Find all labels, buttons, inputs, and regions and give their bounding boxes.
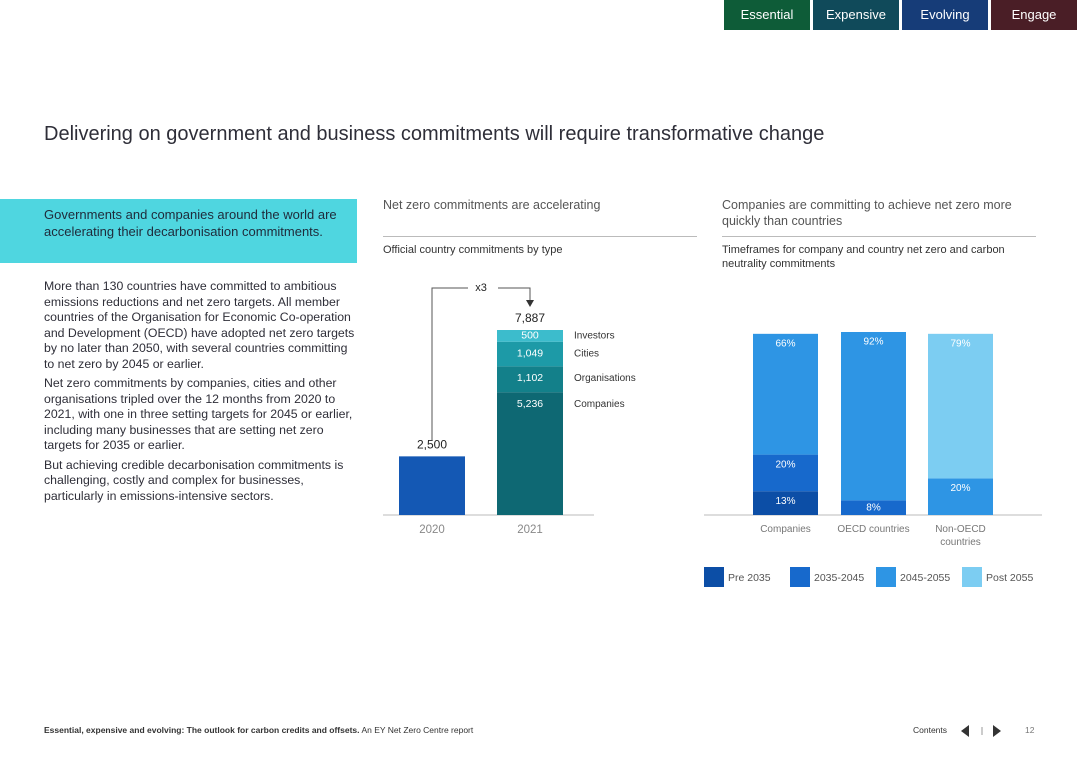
chart-subtitle: Official country commitments by type — [383, 244, 563, 256]
chart-title: Companies are committing to achieve net … — [722, 198, 1012, 228]
paragraph: But achieving credible decarbonisation c… — [44, 457, 344, 503]
legend-swatch — [704, 567, 724, 587]
nav-tab[interactable]: Engage — [991, 0, 1077, 30]
bar-segment — [928, 478, 993, 515]
value-label: 1,102 — [517, 372, 543, 384]
legend-swatch — [962, 567, 982, 587]
value-label: 79% — [950, 338, 970, 349]
callout: Governments and companies around the wor… — [0, 199, 357, 263]
chart-subtitle: Timeframes for company and country net z… — [722, 244, 1005, 270]
x-tick-label: 2020 — [419, 524, 445, 536]
footer-source: An EY Net Zero Centre report — [361, 725, 474, 735]
bar-segment — [497, 330, 563, 342]
legend-label: Post 2055 — [986, 572, 1033, 584]
nav-tab[interactable]: Essential — [724, 0, 810, 30]
growth-bracket — [431, 287, 531, 440]
legend-label: Pre 2035 — [728, 572, 771, 584]
callout-text: Governments and companies around the wor… — [44, 207, 337, 239]
total-label: 2,500 — [417, 438, 447, 452]
bar-segment — [841, 332, 906, 501]
series-label: Companies — [574, 399, 625, 410]
series-label: Investors — [574, 331, 615, 342]
value-label: 1,049 — [517, 348, 543, 360]
bar-segment — [841, 500, 906, 515]
value-label: 8% — [866, 502, 881, 513]
bar-segment — [928, 333, 993, 479]
value-label: 92% — [863, 337, 883, 348]
value-label: 5,236 — [517, 398, 543, 410]
page-title: Delivering on government and business co… — [44, 123, 825, 145]
arrow-head — [526, 300, 534, 307]
annotation: x3 — [475, 282, 487, 294]
x-tick-label: Non-OECD countries — [935, 524, 986, 548]
x-tick-label: Companies — [760, 524, 811, 535]
legend-swatch — [876, 567, 896, 587]
value-label: 13% — [775, 496, 795, 507]
rule — [383, 236, 697, 237]
next-button[interactable] — [993, 725, 1001, 737]
rule — [722, 236, 1036, 237]
footer: Essential, expensive and evolving: The o… — [44, 725, 473, 735]
body-text: More than 130 countries have committed t… — [44, 279, 359, 508]
page-number: 12 — [1025, 725, 1035, 735]
value-label: 20% — [775, 459, 795, 470]
paragraph: Net zero commitments by companies, citie… — [44, 376, 353, 452]
prev-button[interactable] — [961, 725, 969, 737]
nav-tab[interactable]: Evolving — [902, 0, 988, 30]
series-label: Cities — [574, 348, 599, 359]
paragraph: More than 130 countries have committed t… — [44, 279, 355, 371]
nav-tab[interactable]: Expensive — [813, 0, 899, 30]
legend-label: 2035-2045 — [814, 572, 864, 584]
value-label: 20% — [950, 483, 970, 494]
bar-segment — [753, 491, 818, 515]
bar — [399, 456, 465, 515]
legend-label: 2045-2055 — [900, 572, 950, 584]
x-tick-label: 2021 — [517, 524, 543, 536]
value-label: 500 — [521, 330, 539, 342]
bar-segment — [497, 341, 563, 367]
value-label: 66% — [775, 338, 795, 349]
total-label: 7,887 — [515, 311, 545, 325]
footer-report: Essential, expensive and evolving: The o… — [44, 725, 360, 735]
legend-swatch — [790, 567, 810, 587]
bar-segment — [497, 392, 563, 515]
bar-segment — [753, 333, 818, 455]
series-label: Organisations — [574, 373, 636, 384]
bar-segment — [497, 366, 563, 393]
contents-link[interactable]: Contents — [913, 725, 948, 735]
x-tick-label: OECD countries — [837, 524, 910, 535]
chart-title: Net zero commitments are accelerating — [383, 198, 601, 212]
bar-segment — [753, 454, 818, 492]
